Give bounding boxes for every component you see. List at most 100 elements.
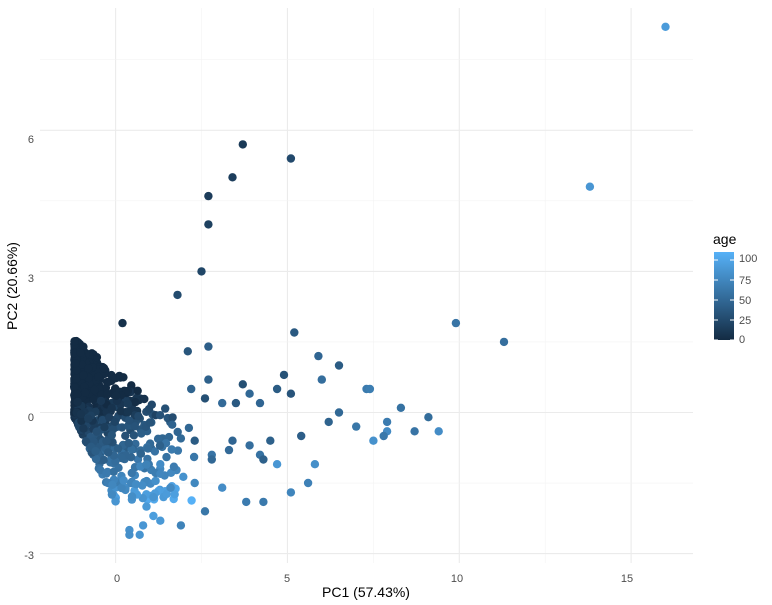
data-point (207, 455, 216, 464)
y-tick-label: 0 (28, 412, 34, 424)
data-point (661, 22, 670, 31)
cluster-point (113, 444, 123, 453)
y-tick-label: 6 (28, 134, 34, 146)
data-point (290, 328, 299, 337)
cluster-point (79, 424, 88, 433)
cluster-point (117, 483, 126, 493)
cluster-point (76, 348, 85, 357)
legend-label: 0 (739, 334, 745, 346)
cluster-point (84, 364, 93, 373)
data-point (218, 398, 227, 408)
cluster-point (189, 452, 199, 462)
data-point (255, 398, 265, 408)
data-point (317, 375, 326, 384)
data-point (231, 398, 241, 408)
data-points (70, 22, 670, 539)
data-point (382, 417, 392, 427)
data-point (286, 389, 296, 398)
data-point (218, 483, 227, 492)
cluster-point (98, 415, 107, 425)
cluster-point (77, 360, 87, 369)
cluster-point (155, 441, 165, 450)
data-point (365, 384, 375, 394)
cluster-point (71, 359, 80, 368)
cluster-point (96, 396, 106, 406)
data-point (272, 460, 282, 469)
cluster-point (103, 389, 112, 399)
data-point (310, 460, 320, 469)
age-legend: age 100 75 50 25 0 (713, 231, 757, 346)
cluster-point (129, 431, 139, 440)
data-point (303, 478, 313, 488)
cluster-point (109, 467, 118, 476)
data-point (204, 375, 213, 384)
data-point (173, 290, 182, 300)
cluster-point (168, 420, 177, 429)
data-point (125, 530, 134, 539)
y-tick-label: 3 (28, 273, 34, 285)
data-point (434, 427, 443, 436)
legend-label: 100 (739, 253, 757, 265)
cluster-point (131, 398, 140, 407)
cluster-point (150, 447, 160, 456)
data-point (245, 441, 254, 450)
x-tick-label: 0 (114, 573, 120, 585)
data-point (228, 173, 237, 182)
cluster-point (169, 462, 179, 471)
cluster-point (168, 413, 177, 422)
cluster-point (127, 492, 137, 501)
y-tick-label: -3 (24, 550, 34, 562)
cluster-point (173, 427, 182, 437)
cluster-point (179, 472, 188, 481)
data-point (142, 502, 151, 511)
data-point (379, 431, 388, 441)
y-axis-title: PC2 (20.66%) (4, 242, 20, 330)
data-point (424, 413, 433, 422)
data-point (183, 347, 192, 356)
x-tick-label: 10 (451, 573, 463, 585)
cluster-point (116, 407, 126, 416)
cluster-point (133, 386, 142, 395)
data-point (451, 318, 461, 328)
cluster-point (143, 444, 153, 453)
legend-label: 75 (739, 275, 751, 287)
data-point (190, 478, 199, 488)
cluster-point (100, 423, 109, 432)
cluster-point (123, 407, 133, 417)
cluster-point (99, 455, 108, 465)
data-point (187, 384, 196, 394)
data-point (499, 337, 509, 347)
cluster-point (155, 411, 165, 420)
cluster-point (126, 453, 136, 462)
data-point (352, 422, 361, 431)
cluster-point (127, 468, 136, 478)
data-point (314, 351, 323, 361)
cluster-point (162, 452, 171, 462)
cluster-point (127, 445, 136, 454)
x-axis-title: PC1 (57.43%) (322, 584, 410, 600)
cluster-point (72, 365, 81, 375)
data-point (204, 342, 213, 351)
cluster-point (102, 436, 111, 446)
data-point (266, 436, 275, 445)
cluster-point (119, 373, 128, 382)
cluster-point (136, 449, 146, 458)
data-point (224, 445, 234, 455)
cluster-point (156, 469, 165, 478)
cluster-point (80, 388, 90, 397)
cluster-point (94, 372, 103, 382)
data-point (334, 408, 344, 417)
cluster-point (147, 400, 156, 409)
cluster-point (107, 403, 116, 413)
data-point (135, 530, 144, 539)
data-point (176, 521, 186, 530)
data-point (297, 431, 306, 441)
x-tick-label: 15 (621, 573, 633, 585)
cluster-point (111, 497, 120, 506)
cluster-point (73, 397, 82, 407)
cluster-point (104, 448, 113, 457)
data-point (149, 493, 158, 502)
cluster-point (91, 447, 100, 456)
cluster-point (110, 417, 120, 426)
